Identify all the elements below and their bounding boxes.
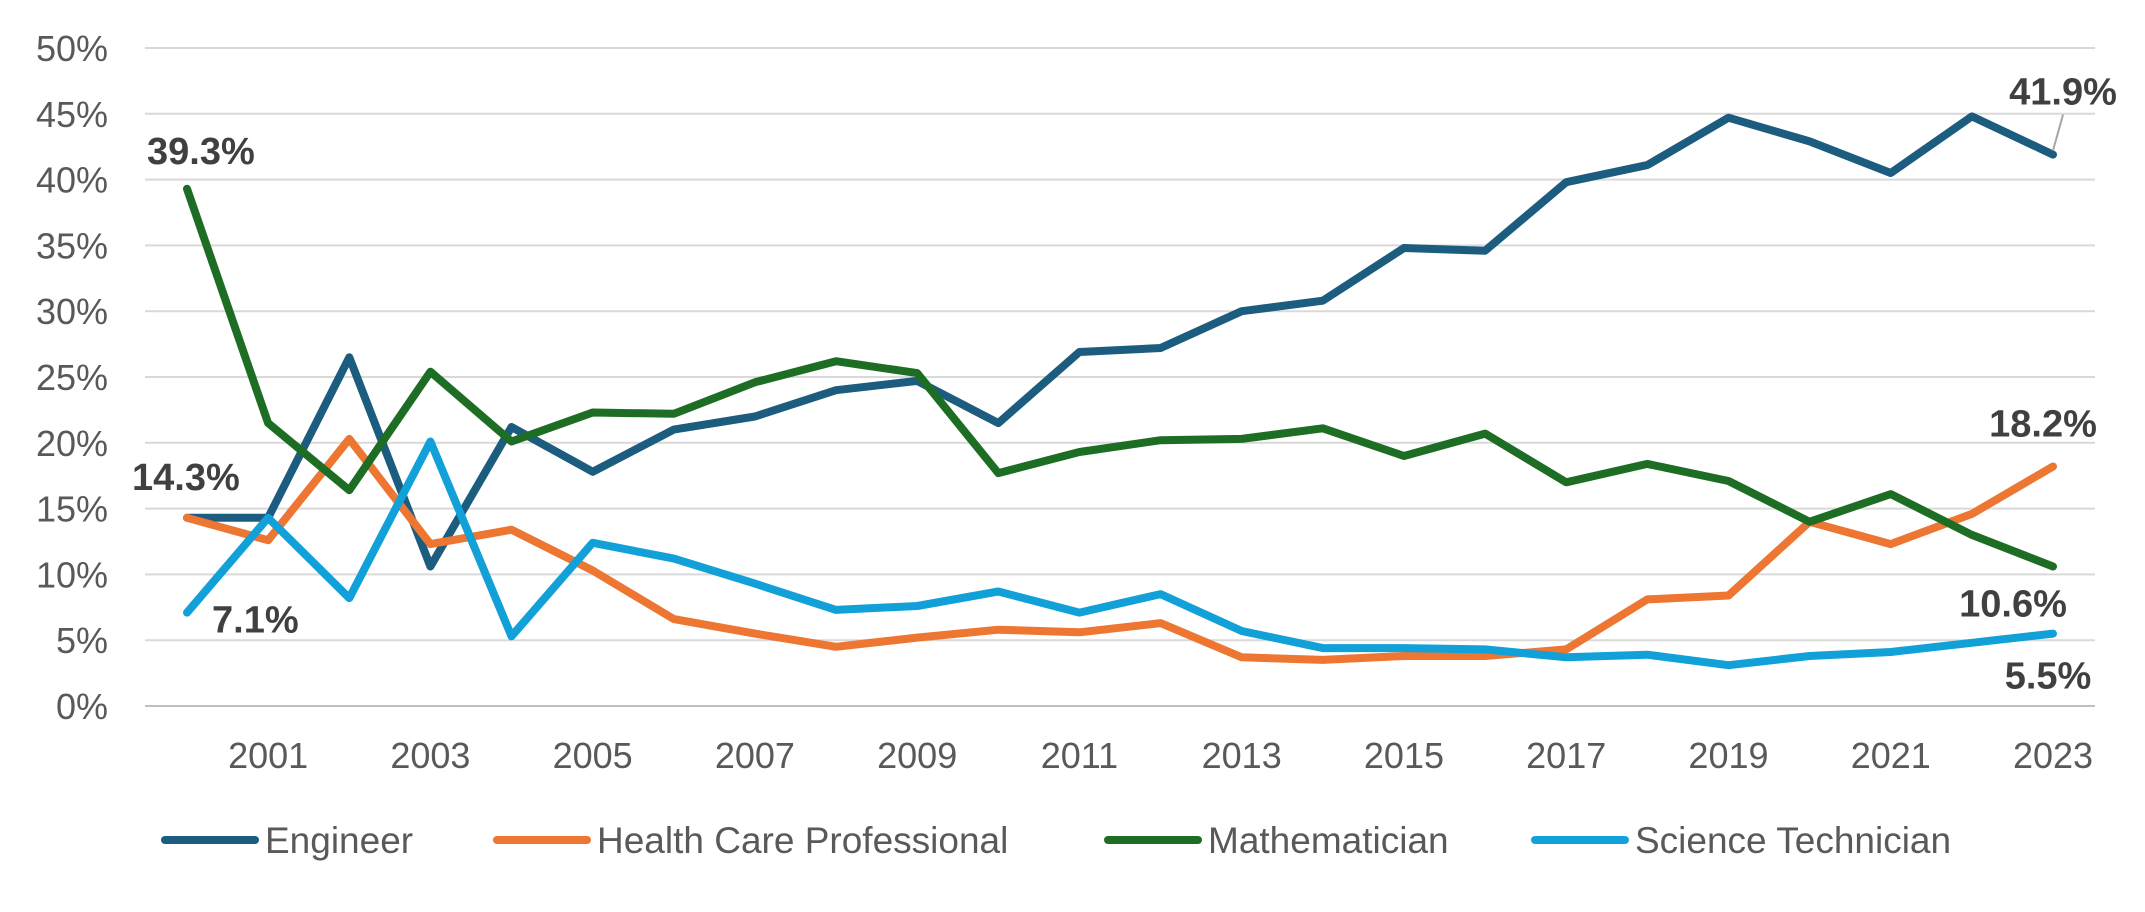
data-label: 14.3% — [132, 457, 240, 499]
y-tick-label: 10% — [36, 554, 108, 595]
legend-label: Science Technician — [1635, 820, 1951, 861]
x-tick-label: 2011 — [1041, 735, 1118, 776]
x-tick-label: 2001 — [228, 735, 308, 776]
x-tick-label: 2015 — [1364, 735, 1444, 776]
series-line-science-technician — [183, 437, 2057, 670]
x-tick-label: 2003 — [390, 735, 470, 776]
legend-label: Health Care Professional — [597, 820, 1008, 861]
y-tick-label: 5% — [56, 620, 108, 661]
y-tick-label: 45% — [36, 94, 108, 135]
y-tick-label: 40% — [36, 160, 108, 201]
y-tick-label: 20% — [36, 423, 108, 464]
data-label: 18.2% — [1989, 403, 2097, 445]
x-tick-label: 2007 — [715, 735, 795, 776]
y-tick-label: 30% — [36, 291, 108, 332]
series-lines — [183, 112, 2057, 670]
data-label: 41.9% — [2009, 72, 2117, 114]
legend: Engineer Health Care Professional Mathemat… — [161, 820, 1951, 861]
data-labels: 39.3% 14.3% 7.1% 41.9% 18.2% 10.6% 5.5% — [132, 72, 2117, 698]
data-label: 7.1% — [212, 600, 299, 642]
legend-label: Mathematician — [1208, 820, 1449, 861]
y-axis-ticks: 0% 5% 10% 15% 20% 25% 30% 35% 40% 45% 50% — [36, 28, 108, 727]
x-tick-label: 2021 — [1851, 735, 1931, 776]
y-tick-label: 50% — [36, 28, 108, 69]
legend-label: Engineer — [265, 820, 413, 861]
x-tick-label: 2009 — [877, 735, 957, 776]
x-axis-ticks: 2001 2003 2005 2007 2009 2011 2013 2015 2017 2019… — [228, 735, 2093, 776]
x-tick-label: 2019 — [1688, 735, 1768, 776]
x-tick-label: 2017 — [1526, 735, 1606, 776]
x-tick-label: 2005 — [553, 735, 633, 776]
data-label: 39.3% — [147, 131, 255, 173]
series-line-engineer — [183, 112, 2057, 571]
y-tick-label: 15% — [36, 489, 108, 530]
data-label: 10.6% — [1959, 584, 2067, 626]
x-tick-label: 2013 — [1202, 735, 1282, 776]
data-label-leader — [2052, 114, 2064, 151]
data-label: 5.5% — [2005, 656, 2092, 698]
series-line-mathematician — [183, 184, 2057, 571]
y-tick-label: 35% — [36, 225, 108, 266]
y-tick-label: 0% — [56, 686, 108, 727]
series-line-health-care-professional — [183, 434, 2057, 664]
x-tick-label: 2023 — [2013, 735, 2093, 776]
y-tick-label: 25% — [36, 357, 108, 398]
